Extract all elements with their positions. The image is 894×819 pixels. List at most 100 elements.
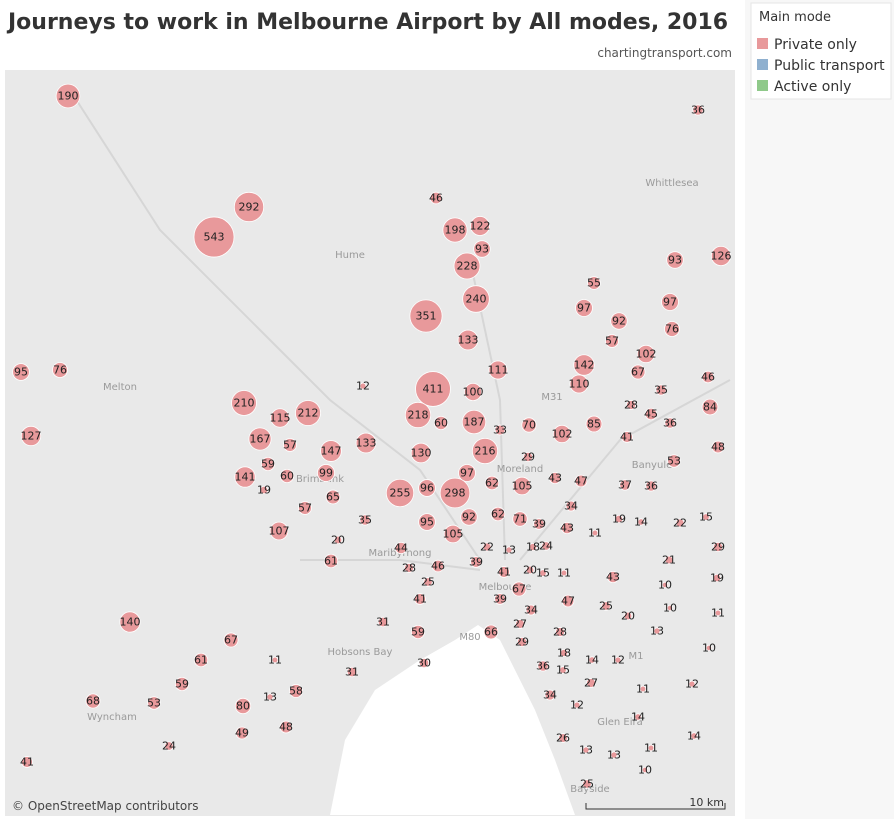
zone-marker <box>415 371 451 407</box>
zone-marker <box>377 616 389 628</box>
zone-marker <box>664 417 676 429</box>
zone-label: 55 <box>587 277 601 290</box>
legend-label: Active only <box>774 79 851 95</box>
zone-marker <box>418 657 430 669</box>
zone-label: 20 <box>621 610 635 623</box>
zone-marker <box>234 697 252 715</box>
map-label: M31 <box>541 392 562 403</box>
zone-label: 43 <box>606 571 620 584</box>
zone-marker <box>355 432 377 454</box>
zone-marker <box>585 415 603 433</box>
map-label: Moreland <box>497 464 543 475</box>
map-label: Banyule <box>632 460 673 471</box>
zone-marker <box>248 427 272 451</box>
zone-label: 95 <box>420 516 434 529</box>
zone-label: 59 <box>175 678 189 691</box>
zone-marker <box>20 425 42 447</box>
zone-marker <box>359 382 367 390</box>
zone-label: 67 <box>224 634 238 647</box>
zone-marker <box>533 518 545 530</box>
zone-label: 47 <box>561 595 575 608</box>
zone-marker <box>410 442 432 464</box>
zone-label: 48 <box>711 441 725 454</box>
zone-label: 216 <box>475 445 496 458</box>
title: Journeys to work in Melbourne Airport by… <box>6 10 728 35</box>
zone-label: 133 <box>458 334 479 347</box>
roads <box>69 89 731 571</box>
zone-marker <box>259 485 269 495</box>
zone-marker <box>582 746 590 754</box>
zone-label: 48 <box>279 721 293 734</box>
zone-label: 46 <box>429 192 443 205</box>
zone-marker <box>470 216 490 236</box>
zone-label: 31 <box>345 666 359 679</box>
zone-marker <box>289 684 303 698</box>
zone-marker <box>667 454 681 468</box>
zone-label: 212 <box>298 407 319 420</box>
zone-label: 41 <box>20 756 34 769</box>
zone-label: 100 <box>463 386 484 399</box>
zone-marker <box>233 191 265 223</box>
zone-label: 66 <box>484 626 498 639</box>
zone-marker <box>591 529 599 537</box>
zone-marker <box>586 678 596 688</box>
zone-label: 80 <box>236 700 250 713</box>
zone-marker <box>147 696 161 710</box>
zone-marker <box>270 408 290 428</box>
legend-title: Main mode <box>759 10 831 25</box>
zone-marker <box>701 370 715 384</box>
zone-label: 28 <box>553 626 567 639</box>
zone-marker <box>260 456 276 472</box>
zone-label: 351 <box>416 310 437 323</box>
zone-marker <box>587 276 601 290</box>
zone-label: 18 <box>526 541 540 554</box>
zone-marker <box>561 594 575 608</box>
zone-marker <box>223 632 239 648</box>
zone-label: 46 <box>431 560 445 573</box>
map-label: Glen Eira <box>597 717 643 728</box>
zone-label: 411 <box>423 383 444 396</box>
zone-marker <box>560 569 568 577</box>
zone-marker <box>558 733 568 743</box>
zone-label: 102 <box>552 428 573 441</box>
zone-marker <box>21 756 33 768</box>
zone-label: 39 <box>493 593 507 606</box>
zone-label: 142 <box>574 359 595 372</box>
zone-label: 39 <box>469 556 483 569</box>
zone-label: 14 <box>634 516 648 529</box>
zone-marker <box>661 581 669 589</box>
zone-label: 61 <box>324 555 338 568</box>
zone-label: 140 <box>120 616 141 629</box>
map-label: Melbourne <box>479 582 532 593</box>
zone-label: 255 <box>390 487 411 500</box>
zone-label: 57 <box>298 502 312 515</box>
zone-marker <box>516 636 528 648</box>
zone-label: 25 <box>599 600 613 613</box>
zone-marker <box>606 570 620 584</box>
zone-marker <box>333 535 343 545</box>
zone-marker <box>666 251 684 269</box>
zone-label: 10 <box>638 764 652 777</box>
zone-label: 45 <box>644 408 658 421</box>
zone-label: 70 <box>522 419 536 432</box>
zone-label: 93 <box>668 254 682 267</box>
zone-marker <box>675 518 685 528</box>
zone-marker <box>482 542 492 552</box>
zone-label: 10 <box>702 642 716 655</box>
zone-label: 20 <box>331 534 345 547</box>
map-label: Hume <box>335 250 365 261</box>
zone-label: 57 <box>605 335 619 348</box>
zone-label: 12 <box>570 699 584 712</box>
zone-label: 110 <box>569 378 590 391</box>
zone-marker <box>588 656 596 664</box>
zone-label: 22 <box>480 541 494 554</box>
zone-marker <box>661 293 679 311</box>
zone-marker <box>655 384 667 396</box>
zone-marker <box>637 518 645 526</box>
zone-label: 67 <box>631 366 645 379</box>
attribution: © OpenStreetMap contributors <box>12 799 198 813</box>
zone-label: 11 <box>711 607 725 620</box>
zone-label: 10 <box>658 579 672 592</box>
zone-label: 111 <box>488 364 509 377</box>
